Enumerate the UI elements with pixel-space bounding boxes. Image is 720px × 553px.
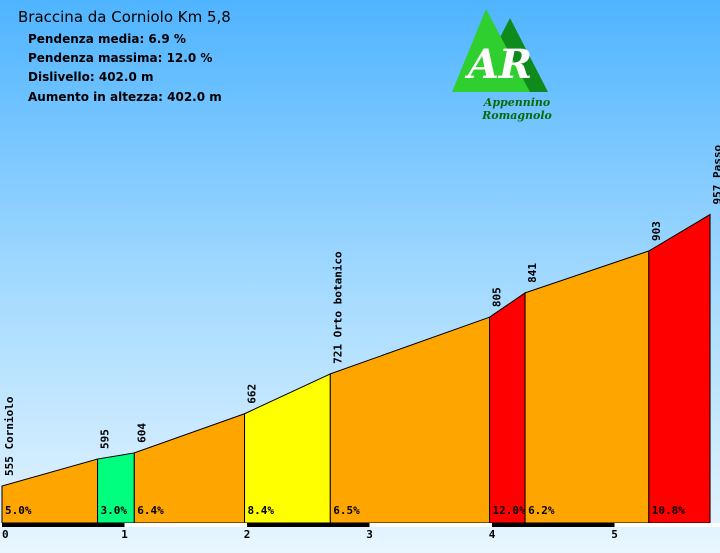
chart-title: Braccina da Corniolo Km 5,8 xyxy=(18,8,231,26)
point-elevation-label: 595 xyxy=(99,429,112,449)
profile-segment xyxy=(329,316,491,524)
point-elevation-label: 721 Orto botanico xyxy=(331,251,344,364)
point-labels: 555 Corniolo 595 604 662 721 Orto botanico 80… xyxy=(3,145,720,476)
point-elevation-label: 555 Corniolo xyxy=(3,396,16,476)
point-elevation-label: 604 xyxy=(135,423,148,443)
axis-km-block xyxy=(2,523,125,527)
profile-segments xyxy=(1,213,711,524)
axis-km-block xyxy=(247,523,370,527)
x-tick-label: 4 xyxy=(489,528,496,541)
total-ascent-stat: Aumento in altezza: 402.0 m xyxy=(28,90,222,104)
axis-km-block xyxy=(492,523,615,527)
x-tick-label: 3 xyxy=(366,528,373,541)
profile-segment xyxy=(524,250,650,524)
point-elevation-label: 662 xyxy=(246,384,259,404)
x-tick-label: 0 xyxy=(2,528,9,541)
segment-grade-label: 8.4% xyxy=(248,504,275,517)
segment-grade-label: 6.5% xyxy=(333,504,360,517)
segment-grade-label: 10.8% xyxy=(652,504,685,517)
point-elevation-label: 805 xyxy=(491,287,504,307)
segment-grade-label: 12.0% xyxy=(493,504,526,517)
x-axis: 0 1 2 3 4 5 xyxy=(0,523,720,541)
point-elevation-label: 957 Passo xyxy=(711,145,720,205)
elevation-gain-stat: Dislivello: 402.0 m xyxy=(28,70,154,84)
logo: AR xyxy=(452,9,548,92)
segment-grade-label: 6.2% xyxy=(528,504,555,517)
point-elevation-label: 903 xyxy=(650,221,663,241)
x-tick-label: 2 xyxy=(244,528,251,541)
max-grade-stat: Pendenza massima: 12.0 % xyxy=(28,51,213,65)
x-tick-label: 1 xyxy=(121,528,128,541)
x-tick-label: 5 xyxy=(611,528,618,541)
avg-grade-stat: Pendenza media: 6.9 % xyxy=(28,32,186,46)
profile-segment xyxy=(489,291,526,524)
profile-segment xyxy=(648,213,711,524)
segment-grade-label: 5.0% xyxy=(5,504,32,517)
logo-front-triangle xyxy=(452,9,530,92)
segment-grade-labels: 5.0% 3.0% 6.4% 8.4% 6.5% 12.0% 6.2% 10.8% xyxy=(5,504,685,517)
logo-initials: AR xyxy=(464,41,532,88)
segment-grade-label: 6.4% xyxy=(137,504,164,517)
segment-grade-label: 3.0% xyxy=(101,504,128,517)
logo-caption: Appennino Romagnolo xyxy=(482,96,552,122)
point-elevation-label: 841 xyxy=(526,263,539,283)
